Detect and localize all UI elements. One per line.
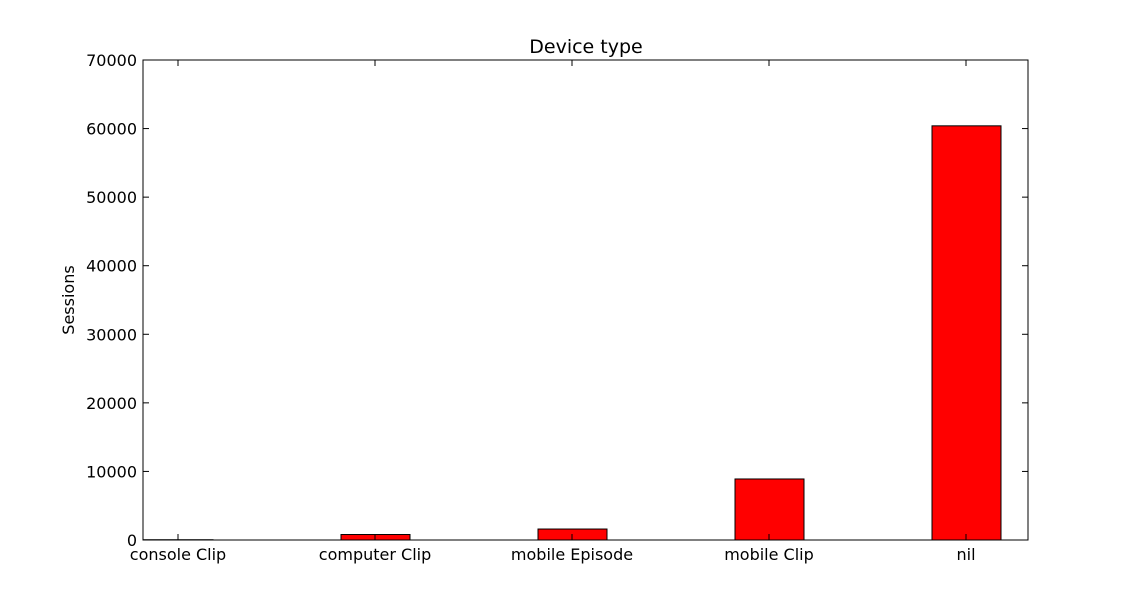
ticks-group: console Clip computer Clip mobile Episode m… [86, 51, 1028, 564]
bar-mobile-clip [734, 478, 805, 541]
bars-group [143, 125, 1002, 541]
y-tick-label: 30000 [86, 325, 137, 344]
plot-frame [142, 59, 1029, 541]
x-tick-label: mobile Clip [724, 545, 814, 564]
y-axis-label: Sessions [59, 265, 78, 334]
x-tick-label: mobile Episode [511, 545, 633, 564]
x-tick-label: nil [956, 545, 975, 564]
y-tick-label: 70000 [86, 51, 137, 70]
y-tick-label: 60000 [86, 120, 137, 139]
bar-nil [931, 125, 1002, 541]
chart-title: Device type [529, 36, 642, 58]
y-tick-label: 50000 [86, 188, 137, 207]
x-tick-label: computer Clip [319, 545, 431, 564]
y-tick-label: 0 [127, 531, 137, 550]
y-tick-label: 40000 [86, 257, 137, 276]
y-tick-label: 20000 [86, 394, 137, 413]
x-tick-label: console Clip [130, 545, 226, 564]
y-tick-label: 10000 [86, 462, 137, 481]
